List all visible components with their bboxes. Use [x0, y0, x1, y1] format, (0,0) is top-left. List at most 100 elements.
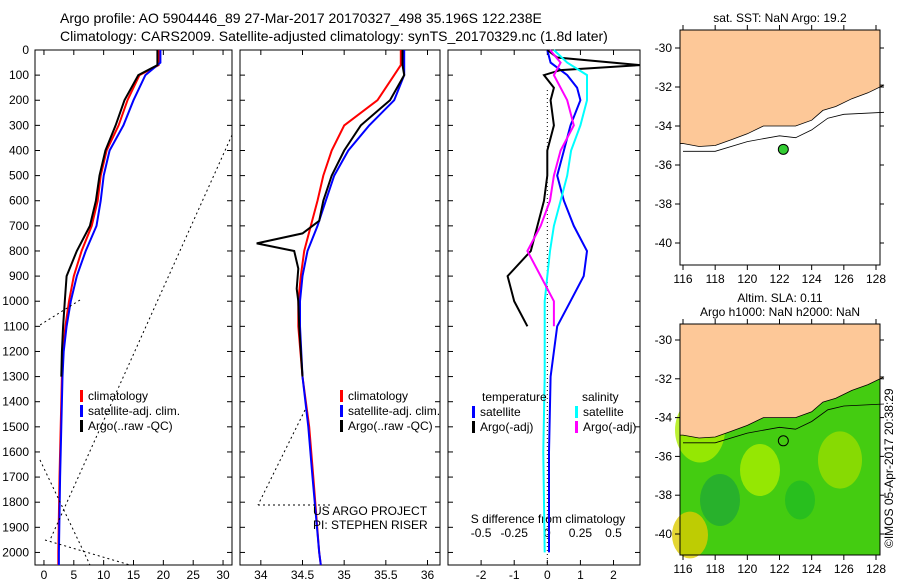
lat-tick-label: -34 — [655, 411, 673, 425]
legend-swatch — [575, 406, 578, 418]
x-tick-label: 35.5 — [374, 568, 398, 580]
sla-anomaly-blob — [740, 444, 780, 496]
y-tick-label: 600 — [9, 194, 29, 208]
series-line-satellite-adj-clim- — [299, 50, 406, 566]
x-tick-label: -2 — [476, 568, 487, 580]
x2-tick-label: 0 — [544, 526, 551, 540]
legend-entry: Argo(..raw -QC) — [88, 419, 173, 433]
x-tick-label: 35 — [337, 568, 351, 580]
lat-tick-label: -34 — [655, 119, 673, 133]
sla-anomaly-blob — [700, 474, 740, 526]
legend-swatch — [472, 421, 475, 433]
annotation: US ARGO PROJECT — [313, 504, 428, 518]
float-position-marker — [777, 435, 789, 447]
lat-tick-label: -40 — [655, 527, 673, 541]
legend-entry: satellite — [480, 405, 521, 419]
lon-tick-label: 124 — [802, 562, 822, 576]
legend-entry: satellite-adj. clim. — [88, 404, 180, 418]
x-tick-label: 30 — [216, 568, 230, 580]
legend-entry: Argo(-adj) — [480, 420, 533, 434]
lon-tick-label: 116 — [673, 562, 692, 576]
dotted-guide — [39, 459, 91, 566]
map-top-title: sat. SST: NaN Argo: 19.2 — [713, 11, 847, 25]
lon-tick-label: 118 — [706, 272, 725, 286]
lon-tick-label: 120 — [737, 272, 757, 286]
x-tick-label: 10 — [97, 568, 111, 580]
lat-tick-label: -36 — [655, 449, 673, 463]
map-bottom-title-2: Argo h1000: NaN h2000: NaN — [700, 305, 860, 319]
y-tick-label: 1800 — [2, 495, 29, 509]
lon-tick-label: 126 — [834, 562, 854, 576]
land-australia — [679, 323, 885, 439]
float-position-marker — [777, 143, 789, 155]
y-tick-label: 800 — [9, 244, 29, 258]
y-tick-label: 900 — [9, 269, 29, 283]
legend-swatch — [80, 405, 83, 417]
legend-title: salinity — [582, 390, 619, 404]
lon-tick-label: 124 — [802, 272, 822, 286]
y-tick-label: 1200 — [2, 344, 29, 358]
series-line-s-argo-adj- — [526, 49, 575, 327]
y-tick-label: 300 — [9, 118, 29, 132]
legend-entry: Argo(..raw -QC) — [348, 419, 433, 433]
legend-swatch — [80, 390, 83, 402]
title-line-2: Climatology: CARS2009. Satellite-adjuste… — [60, 28, 608, 44]
y-tick-label: 1000 — [2, 294, 29, 308]
legend-swatch — [340, 420, 343, 432]
isobath-contour — [683, 403, 885, 444]
sla-anomaly-blob — [672, 511, 708, 559]
legend-entry: climatology — [348, 389, 408, 403]
map-bottom-title-1: Altim. SLA: 0.11 — [737, 291, 822, 305]
y-tick-label: 200 — [9, 93, 29, 107]
lat-tick-label: -38 — [655, 488, 673, 502]
series-line-s-satellite — [542, 49, 588, 553]
dotted-guide — [49, 134, 233, 541]
y-tick-label: 1500 — [2, 420, 29, 434]
lon-tick-label: 122 — [769, 272, 789, 286]
legend-entry: climatology — [88, 389, 148, 403]
isobath-contour — [683, 111, 885, 152]
series-line-argo-raw-qc- — [60, 50, 159, 377]
x2-tick-label: -0.25 — [501, 526, 529, 540]
lon-tick-label: 128 — [866, 272, 886, 286]
sla-anomaly-blob — [818, 431, 862, 489]
lon-tick-label: 120 — [737, 562, 757, 576]
x-tick-label: 0 — [544, 568, 551, 580]
land-australia — [679, 29, 885, 147]
x2-tick-label: 0.25 — [569, 526, 593, 540]
legend-swatch — [80, 420, 83, 432]
lat-tick-label: -38 — [655, 197, 673, 211]
series-line-t-satellite — [546, 49, 589, 553]
y-tick-label: 700 — [9, 219, 29, 233]
plot-frame-2 — [239, 49, 441, 566]
x-tick-label: 5 — [70, 568, 77, 580]
y-tick-label: 500 — [9, 169, 29, 183]
legend-swatch — [340, 390, 343, 402]
lat-tick-label: -30 — [655, 333, 673, 347]
legend-swatch — [340, 405, 343, 417]
series-line-argo-raw-qc- — [256, 50, 406, 377]
x-tick-label: 25 — [187, 568, 201, 580]
series-line-t-argo-adj- — [506, 49, 641, 327]
x-tick-label: 15 — [127, 568, 141, 580]
x-tick-label: 20 — [157, 568, 171, 580]
x-tick-label: 36 — [421, 568, 435, 580]
x-tick-label: 1 — [577, 568, 584, 580]
y-tick-label: 100 — [9, 68, 29, 82]
y-tick-label: 1100 — [3, 319, 29, 333]
legend-title: temperature — [482, 390, 547, 404]
legend-swatch — [575, 421, 578, 433]
y-tick-label: 1300 — [2, 370, 29, 384]
lon-tick-label: 126 — [834, 272, 854, 286]
lat-tick-label: -36 — [655, 158, 673, 172]
lon-tick-label: 128 — [866, 562, 886, 576]
x2-axis-label: S difference from climatology — [471, 512, 626, 526]
legend-entry: Argo(-adj) — [583, 420, 636, 434]
y-tick-label: 1400 — [2, 395, 29, 409]
credit: ©IMOS 05-Apr-2017 20:38:29 — [882, 388, 896, 548]
lon-tick-label: 116 — [673, 272, 692, 286]
dotted-guide — [39, 299, 81, 326]
y-tick-label: 400 — [9, 143, 29, 157]
